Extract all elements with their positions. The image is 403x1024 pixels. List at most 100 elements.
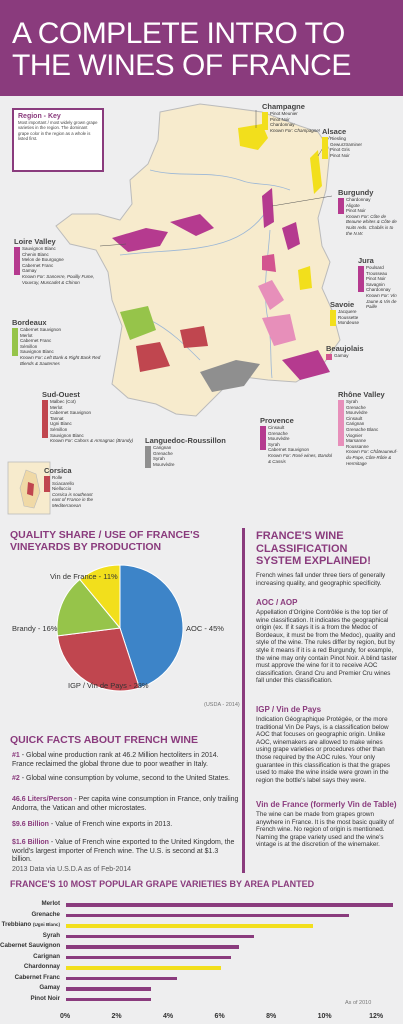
region-grapes: Cabernet Sauvignon Merlot Cabernet Franc… <box>20 327 101 366</box>
header-banner: A COMPLETE INTRO TO THE WINES OF FRANCE <box>0 0 403 96</box>
region-key: Region - Key Most important / most widel… <box>12 108 104 172</box>
loire-area-1 <box>112 228 168 252</box>
region-name: Sud-Ouest <box>42 390 80 399</box>
savoie-area <box>298 266 312 290</box>
bar-grenache <box>66 913 350 917</box>
x-tick-label: 10% <box>317 1013 332 1020</box>
region-name: Loire Valley <box>14 237 56 246</box>
igp-title: IGP / Vin de Pays <box>256 705 322 714</box>
fact-item: $9.6 Billion - Value of French wine expo… <box>12 821 173 828</box>
grapes-chart-title: FRANCE'S 10 MOST POPULAR GRAPE VARIETIES… <box>10 879 315 889</box>
classification-intro: French wines fall under three tiers of g… <box>256 572 386 587</box>
region-name: Bordeaux <box>12 318 47 327</box>
pie-label-aoc: AOC - 45% <box>186 624 224 633</box>
vertical-divider <box>242 528 245 873</box>
pie-label-igp: IGP / Vin de Pays - 28% <box>68 681 149 690</box>
region-color-bar <box>358 266 364 292</box>
classification-title: FRANCE'S WINE CLASSIFICATION SYSTEM EXPL… <box>256 530 371 567</box>
bar-gamay <box>66 987 151 991</box>
champagne-area <box>238 124 268 150</box>
region-color-bar <box>42 400 48 438</box>
region-burgundy: Burgundy Chardonnay Aligote Pinot Noir K… <box>338 188 400 236</box>
region-name: Burgundy <box>338 188 374 197</box>
bar-label: Grenache <box>31 910 60 918</box>
bar-label: Chardonnay <box>23 963 60 970</box>
region-color-bar <box>326 354 332 360</box>
region-grapes: Pinot Meunier Pinot Noir Chardonnay Know… <box>270 111 321 133</box>
region-name: Rhône Valley <box>338 390 385 399</box>
france-outline <box>55 103 341 417</box>
bar-label: Gamay <box>39 984 60 991</box>
rhone-area-2 <box>262 314 296 346</box>
region-name: Savoie <box>330 300 355 309</box>
france-map <box>7 103 341 515</box>
region-grapes: Chardonnay Aligote Pinot Noir Known For:… <box>346 197 397 236</box>
region-grapes: Malbec (Cot) Merlot Cabernet Sauvignon T… <box>50 399 134 444</box>
region-color-bar <box>338 400 344 446</box>
region-grapes: Gamay <box>334 353 349 358</box>
x-tick-label: 6% <box>214 1013 225 1020</box>
region-color-bar <box>12 328 18 356</box>
region-color-bar <box>44 476 50 492</box>
region-provence: Provence Cinsault Grenache Mourvèdre Syr… <box>260 416 334 464</box>
bar-label: Cabernet Sauvignon <box>0 942 61 949</box>
region-name: Languedoc-Roussillon <box>145 436 226 445</box>
key-description: Most important / most widely grown grape… <box>18 120 98 142</box>
region-sudouest: Sud-Ouest Malbec (Cot) Merlot Cabernet S… <box>42 390 136 444</box>
region-languedoc: Languedoc-Roussillon Carignan Grenache S… <box>145 436 226 468</box>
vdf-text: The wine can be made from grapes grown a… <box>256 811 394 849</box>
bar-label: Syrah <box>42 931 60 939</box>
sudouest-area-2 <box>180 326 208 348</box>
pie-label-vdf: Vin de France - 11% <box>50 572 118 581</box>
burgundy-area <box>262 188 274 228</box>
region-grapes: Riesling Gewurztraminer Pinot Gris Pinot… <box>330 136 363 158</box>
bar-label: Merlot <box>41 900 60 907</box>
region-grapes: Jacquere Roussette Mondeuse <box>338 309 360 326</box>
region-name: Beaujolais <box>326 344 364 353</box>
region-rhone: Rhône Valley Syrah Grenache Mourvèdre Ci… <box>338 390 402 466</box>
x-tick-label: 12% <box>369 1013 384 1020</box>
bar-trebbiano <box>66 924 314 928</box>
igp-text: Indication Géographique Protégée, or the… <box>256 716 391 784</box>
beaujolais-area <box>262 254 276 272</box>
region-jura: Jura Poulsard Trousseau Pinot Noir Savag… <box>358 256 402 310</box>
jura-area <box>282 222 300 250</box>
region-color-bar <box>262 112 268 130</box>
key-title: Region - Key <box>18 113 61 120</box>
bar-syrah <box>66 934 255 938</box>
bar-label: Pinot Noir <box>30 994 60 1002</box>
pie-slice-brandy <box>56 578 121 637</box>
bar-cabernet <box>66 976 177 980</box>
x-tick-label: 4% <box>163 1013 174 1020</box>
region-grapes: Carignan Grenache Syrah Mourvèdre <box>153 445 175 467</box>
pie-source: (USDA - 2014) <box>204 702 240 708</box>
region-name: Champagne <box>262 102 305 111</box>
aoc-text: Appellation d'Origine Contrôlée is the t… <box>256 609 398 685</box>
bar-label: Cabernet Franc <box>14 973 60 981</box>
bar-cabernet <box>66 945 239 949</box>
region-name: Jura <box>358 256 374 265</box>
region-grapes: Syrah Grenache Mourvèdre Cinsault Carign… <box>346 399 398 466</box>
region-corsica: Corsica Rolle Sciacarello Nielluccio Cor… <box>44 466 100 509</box>
river-seine <box>149 169 291 191</box>
bar-label: Trebbiano (Ugni Blanc) <box>1 921 60 928</box>
bar-merlot <box>66 903 394 907</box>
river-loire <box>119 204 271 256</box>
bar-pinot <box>66 997 151 1001</box>
pie-label-brandy: Brandy - 16% <box>12 624 58 633</box>
rhone-area-1 <box>258 280 284 310</box>
region-color-bar <box>260 426 266 450</box>
title-line-2: THE WINES OF FRANCE <box>12 49 351 82</box>
bordeaux-area <box>120 306 156 340</box>
fact-item: #1 - Global wine production rank at 46.2… <box>12 752 219 768</box>
sudouest-area-1 <box>136 342 170 372</box>
provence-area <box>282 350 330 380</box>
fact-item: $1.6 Billion - Value of French wine expo… <box>12 839 235 863</box>
region-color-bar <box>145 446 151 468</box>
region-savoie: Savoie Jacquere Roussette Mondeuse <box>330 300 370 326</box>
region-alsace: Alsace Riesling Gewurztraminer Pinot Gri… <box>322 127 392 159</box>
loire-area-2 <box>170 214 214 236</box>
bar-chardonnay <box>66 966 221 970</box>
pie-chart <box>56 564 184 692</box>
